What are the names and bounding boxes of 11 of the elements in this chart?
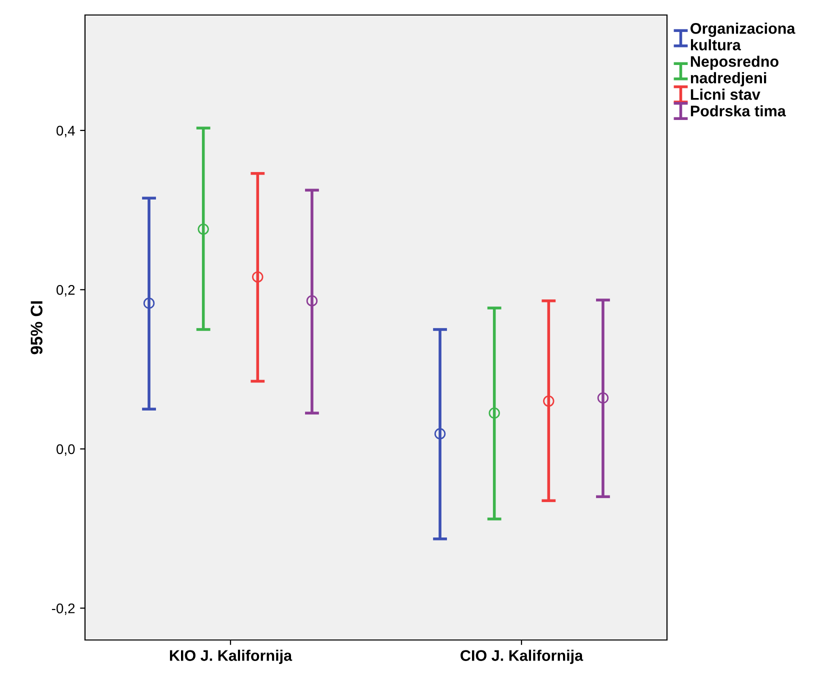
legend-label: Podrska tima	[690, 105, 786, 116]
y-tick-label: 0,4	[56, 126, 75, 138]
x-tick-label: CIO J. Kalifornija	[460, 650, 584, 664]
x-tick-label: KIO J. Kalifornija	[170, 650, 292, 664]
legend-label: Neposredno nadredjeni	[690, 56, 778, 86]
legend-label: Organizaciona kultura	[690, 22, 796, 50]
y-tick-label: -0,2	[52, 603, 75, 615]
y-axis-title: 95% CI	[30, 301, 42, 354]
y-tick-label: 0,0	[56, 444, 75, 456]
legend-label: Licni stav	[690, 88, 760, 100]
y-tick-label: 0,2	[56, 285, 75, 296]
